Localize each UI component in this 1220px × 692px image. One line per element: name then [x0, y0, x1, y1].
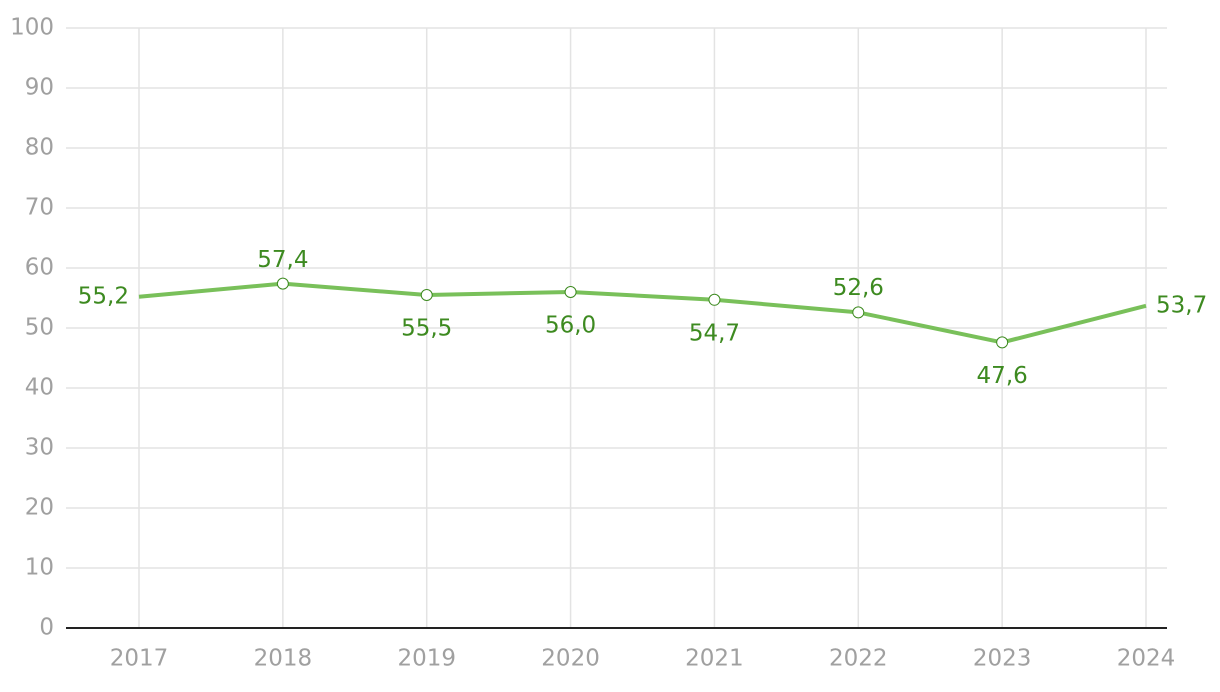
value-label: 57,4 [257, 247, 308, 273]
x-tick-label: 2019 [397, 646, 456, 672]
value-label: 54,7 [689, 320, 740, 346]
point-marker [420, 289, 433, 301]
value-label: 47,6 [977, 363, 1028, 389]
point-marker [852, 306, 865, 319]
value-label: 52,6 [833, 275, 884, 301]
y-tick-label: 20 [25, 495, 54, 521]
value-label: 56,0 [545, 313, 596, 339]
y-tick-label: 90 [25, 75, 54, 101]
series-line [138, 281, 1147, 345]
x-tick-label: 2023 [973, 646, 1032, 672]
y-tick-label: 70 [25, 195, 54, 221]
point-marker [708, 293, 721, 306]
y-tick-label: 60 [25, 255, 54, 281]
x-tick-label: 2024 [1117, 646, 1176, 672]
value-label: 55,5 [401, 316, 452, 342]
y-tick-label: 50 [25, 315, 54, 341]
y-tick-label: 10 [25, 555, 54, 581]
x-tick-label: 2017 [110, 646, 169, 672]
value-label: 53,7 [1156, 292, 1207, 318]
x-tick-label: 2021 [685, 646, 744, 672]
y-tick-label: 40 [25, 375, 54, 401]
x-tick-label: 2020 [541, 646, 600, 672]
point-marker [996, 336, 1009, 349]
x-tick-label: 2018 [254, 646, 313, 672]
point-marker [276, 277, 289, 290]
y-tick-label: 0 [39, 615, 54, 641]
point-marker [564, 286, 577, 298]
y-tick-label: 100 [10, 15, 54, 41]
y-tick-label: 80 [25, 135, 54, 161]
value-label: 55,2 [78, 283, 129, 309]
y-tick-label: 30 [25, 435, 54, 461]
x-tick-label: 2022 [829, 646, 888, 672]
